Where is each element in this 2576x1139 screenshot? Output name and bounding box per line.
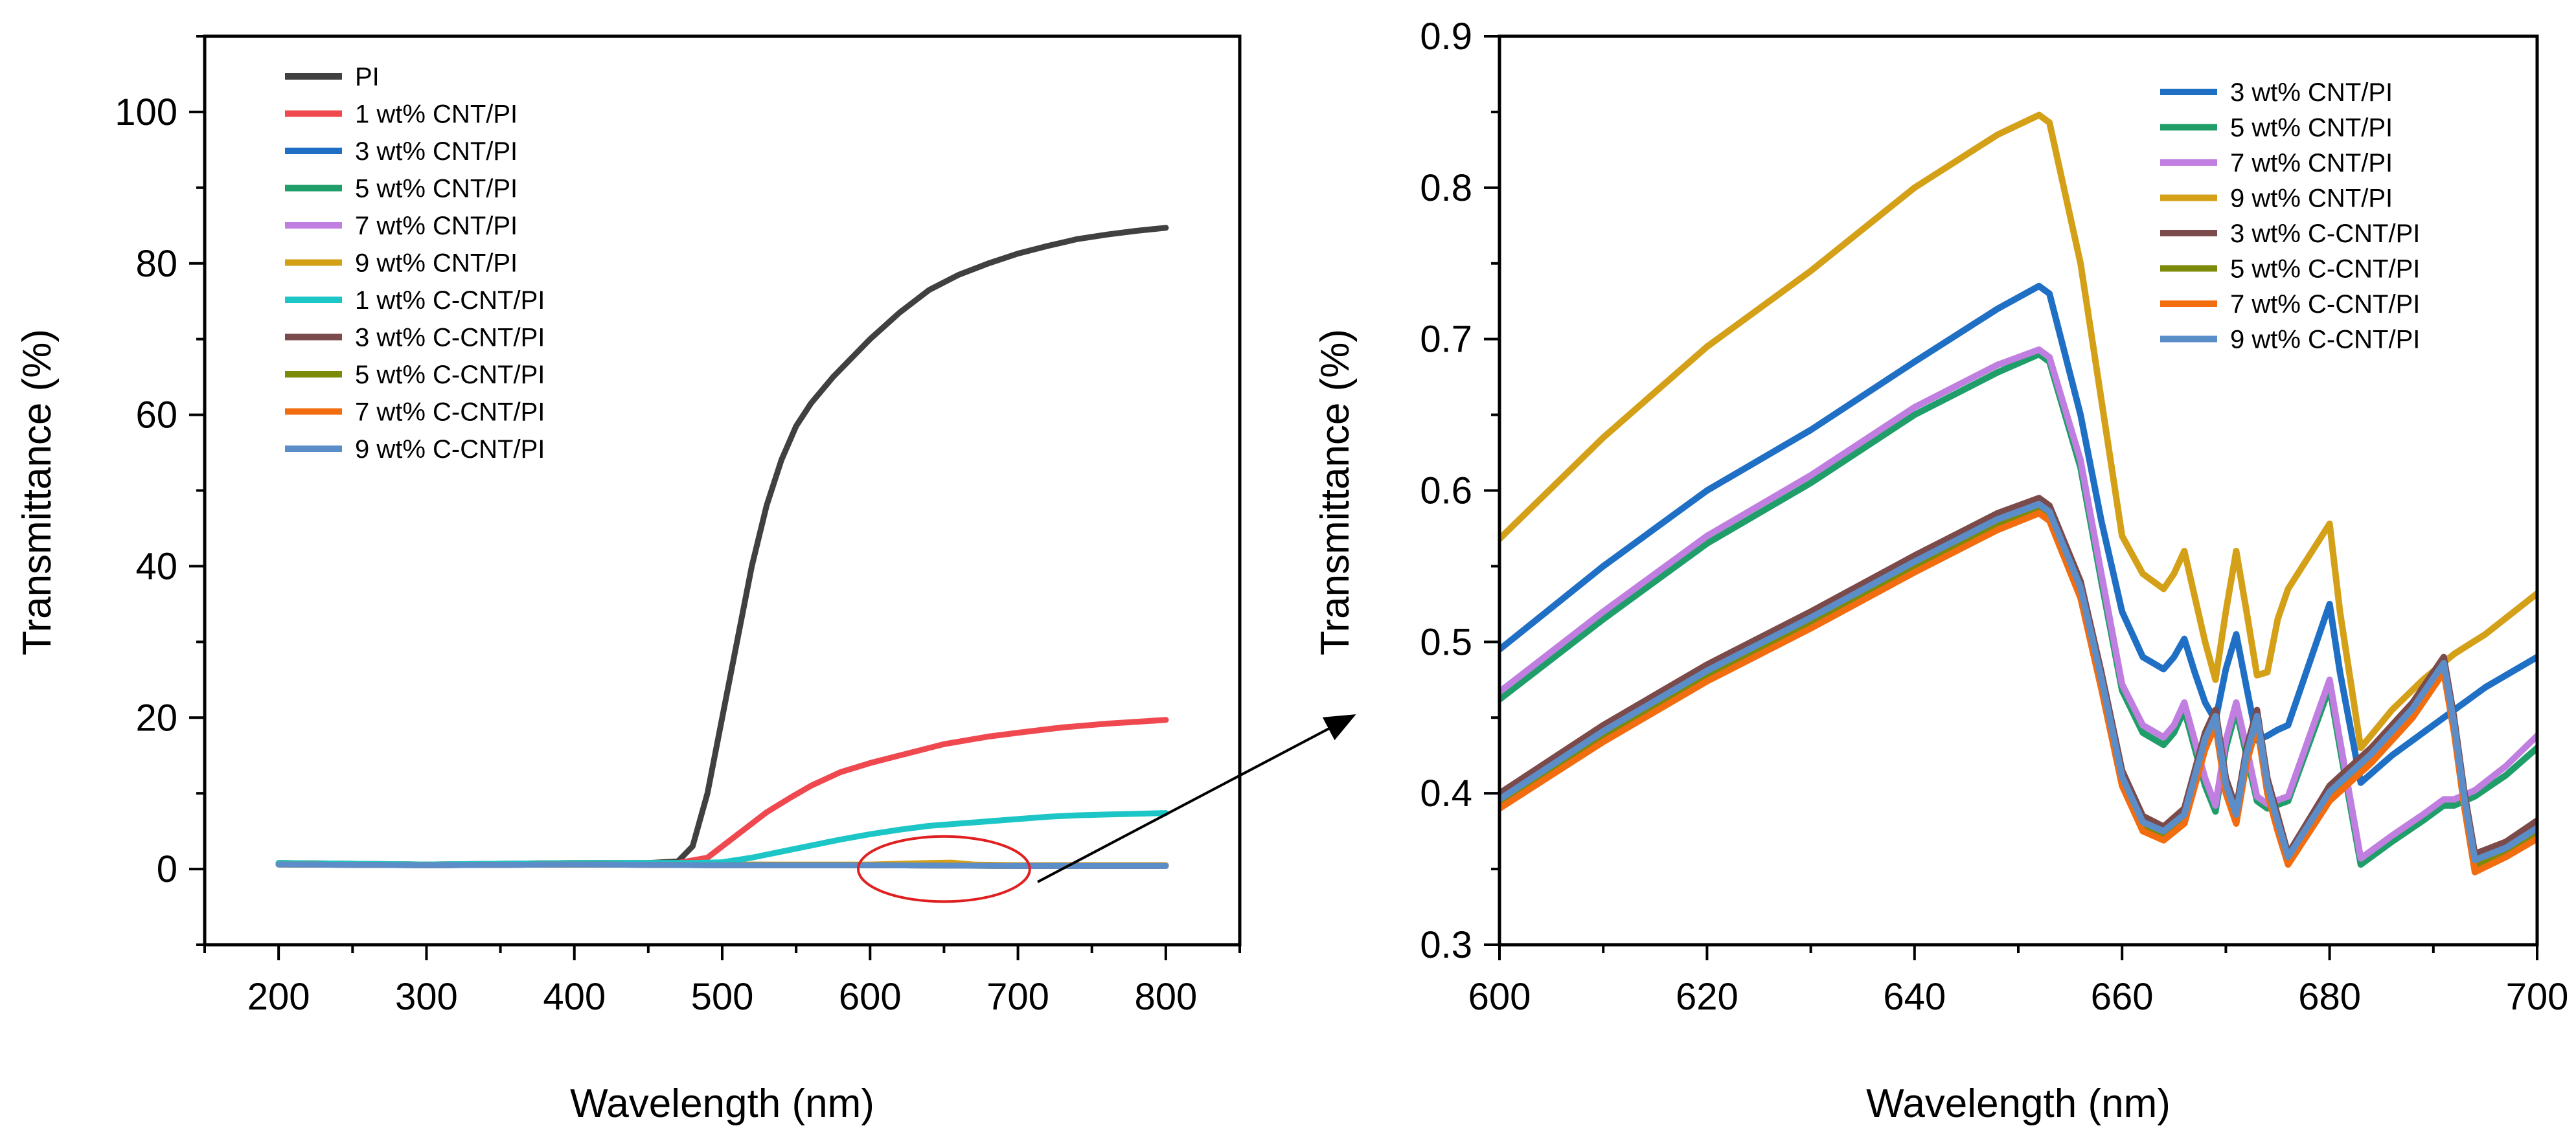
left-series-lines [275,225,1169,869]
legend-label: 3 wt% C-CNT/PI [2230,220,2420,248]
legend-label: 1 wt% C-CNT/PI [355,286,545,315]
series-line-10 [275,861,1169,869]
legend-label: 9 wt% CNT/PI [2230,185,2393,213]
left-legend: PI 1 wt% CNT/PI 3 wt% CNT/PI 5 wt% CNT/PI 7 … [285,63,545,464]
x-tick-label: 300 [395,976,458,1018]
y-tick-label: 0.3 [1420,924,1472,966]
series-line-6 [275,810,1169,868]
y-tick-label: 40 [135,545,177,587]
y-tick-label: 80 [135,243,177,285]
series-line-5 [1499,505,2537,870]
y-tick-label: 100 [115,91,177,133]
right-series-lines [1499,111,2537,875]
x-tick-label: 500 [691,976,754,1018]
legend-label: PI [355,63,380,91]
x-tick-label: 680 [2298,976,2361,1018]
series-line-7 [1499,501,2537,864]
legend-label: 5 wt% C-CNT/PI [2230,255,2420,284]
left-plot-frame [203,34,1242,947]
legend-label: 7 wt% C-CNT/PI [2230,290,2420,319]
y-tick-label: 60 [135,394,177,436]
legend-label: 3 wt% C-CNT/PI [355,324,545,352]
legend-label: 7 wt% C-CNT/PI [355,398,545,427]
legend-label: 9 wt% CNT/PI [355,249,518,278]
right-legend: 3 wt% CNT/PI 5 wt% CNT/PI 7 wt% CNT/PI 9 wt… [2160,78,2420,354]
series-line-4 [1499,495,2537,857]
legend-label: 3 wt% CNT/PI [355,137,518,166]
legend-label: 5 wt% CNT/PI [355,175,518,203]
left-y-axis-title: Transmittance (%) [15,329,60,655]
left-x-axis-title: Wavelength (nm) [570,1081,874,1126]
legend-label: 5 wt% C-CNT/PI [355,361,545,389]
y-tick-label: 0.5 [1420,621,1472,663]
y-tick-label: 0.4 [1420,772,1472,815]
series-line-1 [275,717,1169,868]
series-line-0 [275,225,1169,868]
zoom-arrow [1037,714,1356,883]
left-chart: 200 300 400 500 600 700 800 0 20 40 60 80 100 Wavel… [15,34,1242,1126]
right-x-tick-labels: 600 620 640 660 680 700 [1468,976,2569,1018]
y-tick-label: 0.8 [1420,167,1472,209]
series-line-1 [1499,351,2537,868]
legend-label: 7 wt% CNT/PI [2230,149,2393,177]
legend-label: 9 wt% C-CNT/PI [355,435,545,464]
right-y-tick-labels: 0.3 0.4 0.5 0.6 0.7 0.8 0.9 [1420,16,1472,966]
x-tick-label: 700 [2506,976,2569,1018]
y-tick-label: 0.9 [1420,16,1472,58]
y-tick-label: 20 [135,697,177,739]
legend-label: 1 wt% CNT/PI [355,100,518,129]
right-chart: 600 620 640 660 680 700 0.3 0.4 0.5 0.6 0.7 0.8 0.9… [1313,16,2568,1126]
left-y-tick-labels: 0 20 40 60 80 100 [115,91,177,890]
left-axis-ticks [189,35,1241,960]
y-tick-label: 0 [157,848,177,890]
left-x-tick-labels: 200 300 400 500 600 700 800 [247,976,1197,1018]
series-line-2 [1499,346,2537,862]
y-tick-label: 0.7 [1420,319,1472,361]
x-tick-label: 600 [1468,976,1531,1018]
legend-label: 3 wt% CNT/PI [2230,78,2393,107]
highlight-ellipse [857,835,1031,903]
left-annotation [857,835,1031,903]
y-tick-label: 0.6 [1420,470,1472,512]
right-axis-ticks [1484,35,2538,960]
series-line-0 [1499,282,2537,786]
x-tick-label: 400 [543,976,606,1018]
x-tick-label: 660 [2091,976,2154,1018]
x-tick-label: 800 [1134,976,1197,1018]
legend-label: 7 wt% CNT/PI [355,212,518,240]
x-tick-label: 600 [839,976,902,1018]
x-tick-label: 620 [1676,976,1738,1018]
legend-label: 5 wt% CNT/PI [2230,114,2393,142]
right-y-axis-title: Transmittance (%) [1313,329,1358,655]
legend-label: 9 wt% C-CNT/PI [2230,326,2420,354]
x-tick-label: 700 [986,976,1049,1018]
right-x-axis-title: Wavelength (nm) [1866,1081,2171,1126]
x-tick-label: 200 [247,976,310,1018]
x-tick-label: 640 [1883,976,1946,1018]
series-line-3 [1499,111,2537,751]
